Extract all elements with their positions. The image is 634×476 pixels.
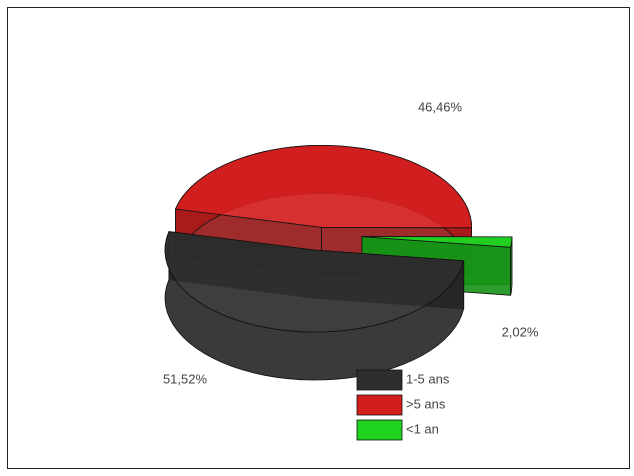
data-label: 46,46% [418, 99, 463, 114]
data-label: 2,02% [502, 324, 539, 339]
legend-swatch [356, 394, 403, 416]
slice [164, 231, 465, 333]
legend-swatch [356, 369, 403, 391]
legend-label: 1-5 ans [406, 371, 450, 386]
slice [361, 236, 513, 248]
legend-swatch [356, 419, 403, 441]
legend-label: <1 an [406, 421, 439, 436]
legend-label: >5 ans [406, 396, 446, 411]
data-label: 51,52% [163, 371, 208, 386]
slice [174, 144, 473, 229]
